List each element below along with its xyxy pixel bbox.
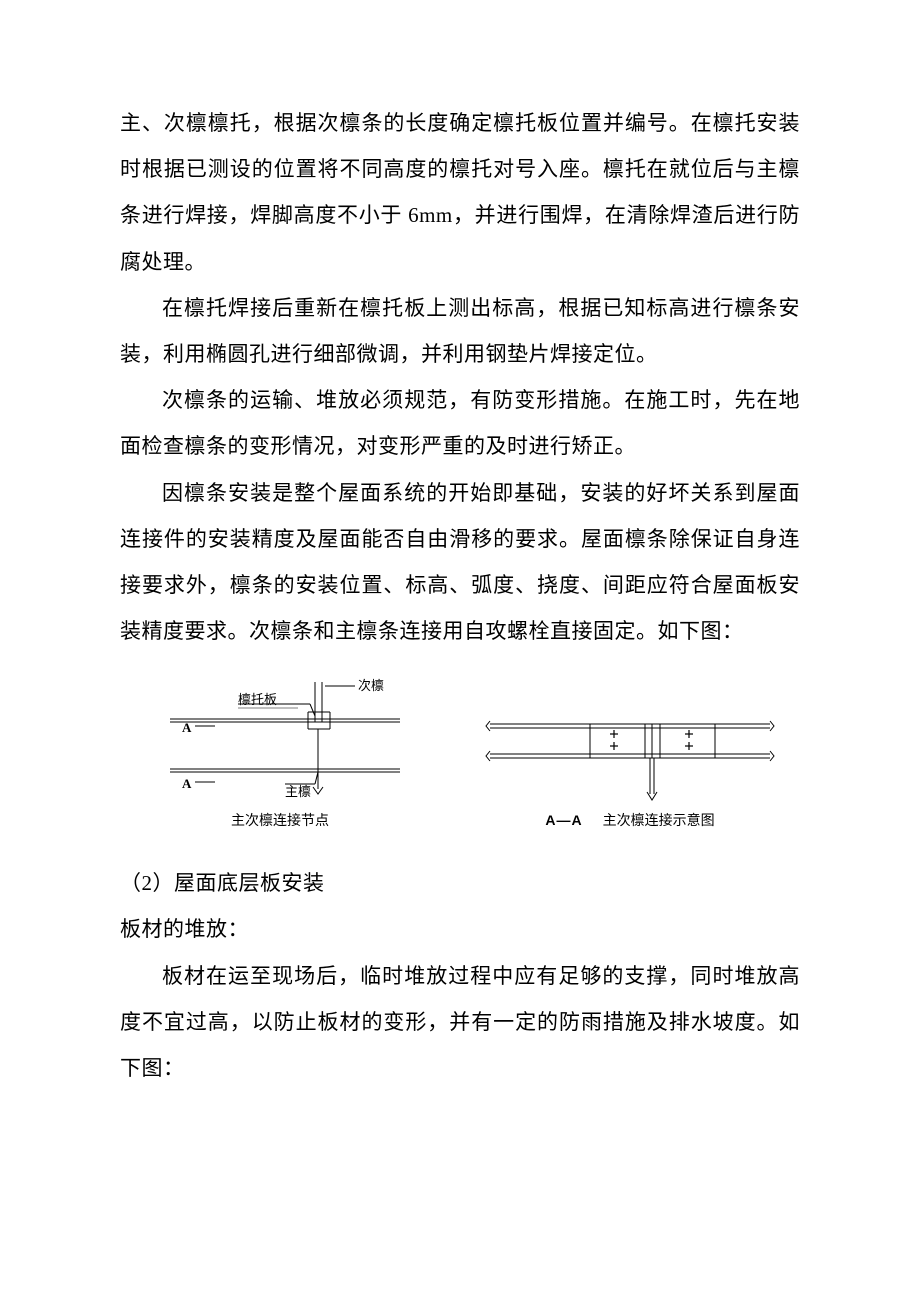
paragraph-7: 板材在运至现场后，临时堆放过程中应有足够的支撑，同时堆放高度不宜过高，以防止板材… [120, 953, 800, 1092]
paragraph-4: 因檩条安装是整个屋面系统的开始即基础，安装的好坏关系到屋面连接件的安装精度及屋面… [120, 470, 800, 655]
diagram-right-caption: A—A 主次檩连接示意图 [545, 810, 714, 830]
label-cilin: 次檩 [358, 678, 384, 693]
diagram-left-caption: 主次檩连接节点 [231, 810, 329, 830]
paragraph-1: 主、次檩檩托，根据次檩条的长度确定檩托板位置并编号。在檩托安装时根据已测设的位置… [120, 100, 800, 285]
diagram-left-svg: 次檩 檩托板 主檩 A A [140, 674, 420, 804]
document-page: 主、次檩檩托，根据次檩条的长度确定檩托板位置并编号。在檩托安装时根据已测设的位置… [0, 0, 920, 1151]
label-zhulin: 主檩 [285, 784, 311, 799]
diagram-left-block: 次檩 檩托板 主檩 A A 主次檩连接节点 [140, 674, 420, 830]
diagram-right-svg [480, 694, 780, 804]
label-a-top: A [182, 720, 192, 735]
caption-right-text: 主次檩连接示意图 [603, 810, 715, 830]
paragraph-6: 板材的堆放： [120, 906, 800, 952]
diagram-container: 次檩 檩托板 主檩 A A 主次檩连接节点 [120, 674, 800, 830]
caption-right-aa: A—A [545, 812, 582, 828]
diagram-right-block: A—A 主次檩连接示意图 [480, 694, 780, 830]
label-lintuoban: 檩托板 [238, 692, 277, 707]
label-a-bottom: A [182, 776, 192, 791]
caption-left-text: 主次檩连接节点 [231, 810, 329, 830]
paragraph-3: 次檩条的运输、堆放必须规范，有防变形措施。在施工时，先在地面检查檩条的变形情况，… [120, 377, 800, 469]
paragraph-2: 在檩托焊接后重新在檩托板上测出标高，根据已知标高进行檩条安装，利用椭圆孔进行细部… [120, 285, 800, 377]
paragraph-5: （2）屋面底层板安装 [120, 860, 800, 906]
